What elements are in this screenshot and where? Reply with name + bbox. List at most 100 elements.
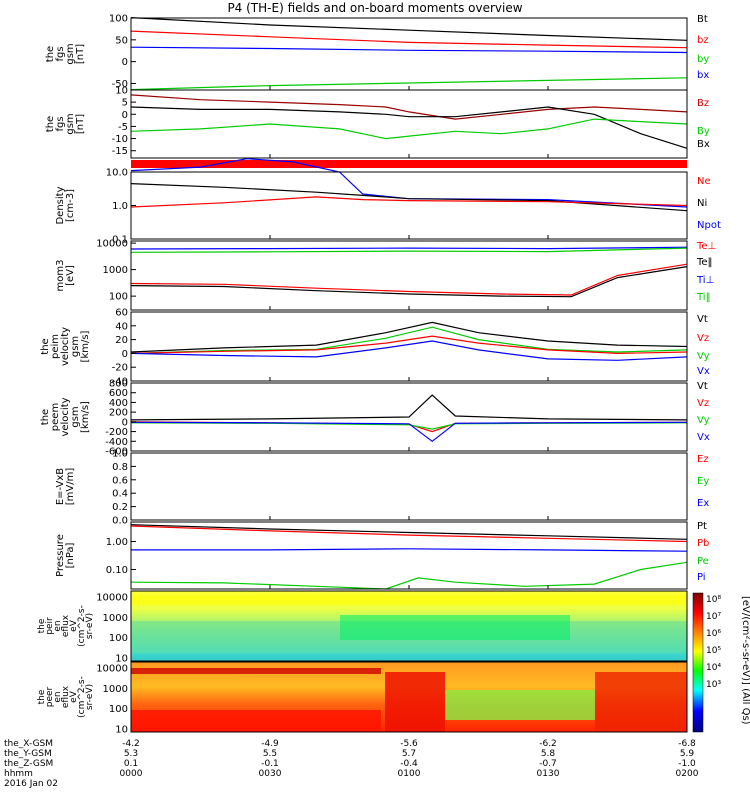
y-tick-label: -15 — [112, 146, 128, 157]
x-axis-labels: the_X-GSM -4.2 -4.9 -5.6 -6.2 -6.8 the_Y-GSM 5.… — [4, 739, 699, 789]
y-tick-label: 40 — [115, 321, 128, 332]
y-tick-label: 1.0 — [112, 201, 128, 212]
y-tick-label: -600 — [105, 447, 128, 458]
legend-label: Ey — [697, 476, 709, 487]
legend-label: Pb — [697, 538, 709, 549]
y-axis-label: eV — [69, 690, 79, 703]
legend-label: Npot — [697, 220, 721, 231]
series-line — [130, 17, 688, 41]
colorbar: 10⁸ 10⁷ 10⁶ 10⁵ 10⁴ 10³ [eV/(cm²-s-sr-eV… — [692, 592, 750, 733]
x-row-name: the_X-GSM — [4, 739, 53, 749]
y-tick-label: 60 — [115, 308, 128, 319]
y-axis-label: [nT] — [75, 44, 86, 64]
series-line — [130, 118, 688, 140]
colorbar-tick-label: 10⁸ — [706, 595, 721, 605]
x-tick-label: 5.8 — [541, 749, 556, 759]
electron-spectrogram-band — [445, 690, 595, 720]
legend-label: bx — [697, 70, 709, 81]
y-tick-label: 0 — [122, 417, 128, 428]
y-tick-label: 400 — [109, 398, 128, 409]
x-tick-label: -6.8 — [678, 739, 696, 749]
series-line — [130, 266, 688, 298]
y-axis-label: the — [40, 409, 51, 425]
legend-label: Vy — [697, 415, 710, 426]
y-axis-label: sr-eV) — [85, 684, 95, 710]
electron-spectrogram-band — [131, 668, 381, 674]
y-axis-label: peem — [50, 403, 61, 431]
y-tick-label: 10 — [115, 724, 128, 735]
legend-label: Ex — [697, 498, 709, 509]
series-line — [130, 94, 688, 120]
y-tick-label: 0 — [122, 110, 128, 121]
legend-label: Pi — [697, 572, 706, 583]
y-axis-label: fgs — [55, 46, 66, 61]
y-tick-label: 100 — [109, 633, 128, 644]
colorbar-label: [eV/(cm²-s-sr-eV)] (All Qs) — [740, 596, 750, 725]
legend-label: Bt — [697, 14, 708, 25]
y-tick-label: 0 — [122, 57, 128, 68]
y-tick-label: 5 — [122, 98, 128, 109]
panel-frame — [130, 452, 688, 521]
y-tick-label: 10000 — [96, 664, 128, 675]
series-line — [130, 394, 688, 421]
y-axis-label: the — [37, 689, 47, 704]
legend-label: Pt — [697, 521, 707, 532]
series-line — [130, 77, 688, 91]
legend-label: Te‖ — [696, 257, 713, 268]
x-tick-label: 0.1 — [124, 759, 138, 769]
series-line — [130, 326, 688, 354]
y-tick-label: 1000 — [103, 613, 128, 624]
y-axis-label: Pressure — [55, 534, 66, 577]
y-axis-label: [nT] — [75, 114, 86, 134]
y-tick-label: 100 — [109, 14, 128, 25]
y-tick-label: 0.8 — [112, 462, 128, 473]
y-axis-label: peim — [50, 334, 61, 359]
y-axis-label: eV — [69, 619, 79, 632]
y-axis-label: (cm^2-s- — [77, 676, 87, 718]
y-tick-label: 10000 — [96, 593, 128, 604]
y-axis-label: gsm — [65, 43, 76, 64]
panel-1: 100 50 0 -50 the fgs gsm [nT] Bt bz by bx — [45, 14, 709, 91]
y-axis-label: mom3 — [55, 260, 66, 292]
chart-title: P4 (TH-E) fields and on-board moments ov… — [227, 1, 523, 15]
legend-label: Vt — [697, 314, 708, 325]
legend-label: Vx — [697, 432, 710, 443]
series-line — [130, 525, 688, 543]
y-axis-label: E=-VxB — [55, 468, 66, 505]
date-label: 2016 Jan 02 — [4, 779, 58, 789]
y-tick-label: -400 — [105, 437, 128, 448]
y-tick-label: 10 — [115, 86, 128, 97]
series-line — [130, 421, 688, 443]
y-tick-label: 1000 — [103, 684, 128, 695]
colorbar-tick-label: 10⁷ — [706, 612, 721, 622]
series-line — [130, 321, 688, 353]
x-tick-label: 5.5 — [263, 749, 277, 759]
y-tick-label: -5 — [118, 122, 128, 133]
y-tick-label: 0.2 — [112, 502, 128, 513]
x-tick-label: 5.9 — [680, 749, 695, 759]
y-tick-label: 20 — [115, 335, 128, 346]
y-tick-label: 0.1 — [112, 235, 128, 246]
y-axis-label: [cm-3] — [65, 189, 76, 222]
colorbar-scale — [692, 592, 704, 733]
electron-spectrogram-band — [385, 672, 445, 732]
panel-frame — [130, 171, 688, 240]
colorbar-tick-label: 10³ — [706, 680, 721, 690]
x-tick-label: -6.2 — [539, 739, 557, 749]
x-tick-label: 5.7 — [402, 749, 416, 759]
x-tick-label: -4.9 — [261, 739, 279, 749]
y-tick-label: 0 — [122, 349, 128, 360]
x-tick-label: 0000 — [120, 769, 143, 779]
legend-label: Ez — [697, 454, 709, 465]
ion-energy-flux-spectrogram — [131, 591, 687, 661]
y-tick-label: 100 — [109, 704, 128, 715]
y-axis-label: gsm — [70, 336, 81, 357]
y-tick-label: -50 — [112, 79, 128, 90]
series-line — [130, 247, 688, 253]
y-tick-label: -20 — [112, 363, 128, 374]
x-tick-label: -5.6 — [400, 739, 418, 749]
x-tick-label: 0130 — [537, 769, 560, 779]
y-axis-label: (cm^2-s- — [77, 605, 87, 647]
